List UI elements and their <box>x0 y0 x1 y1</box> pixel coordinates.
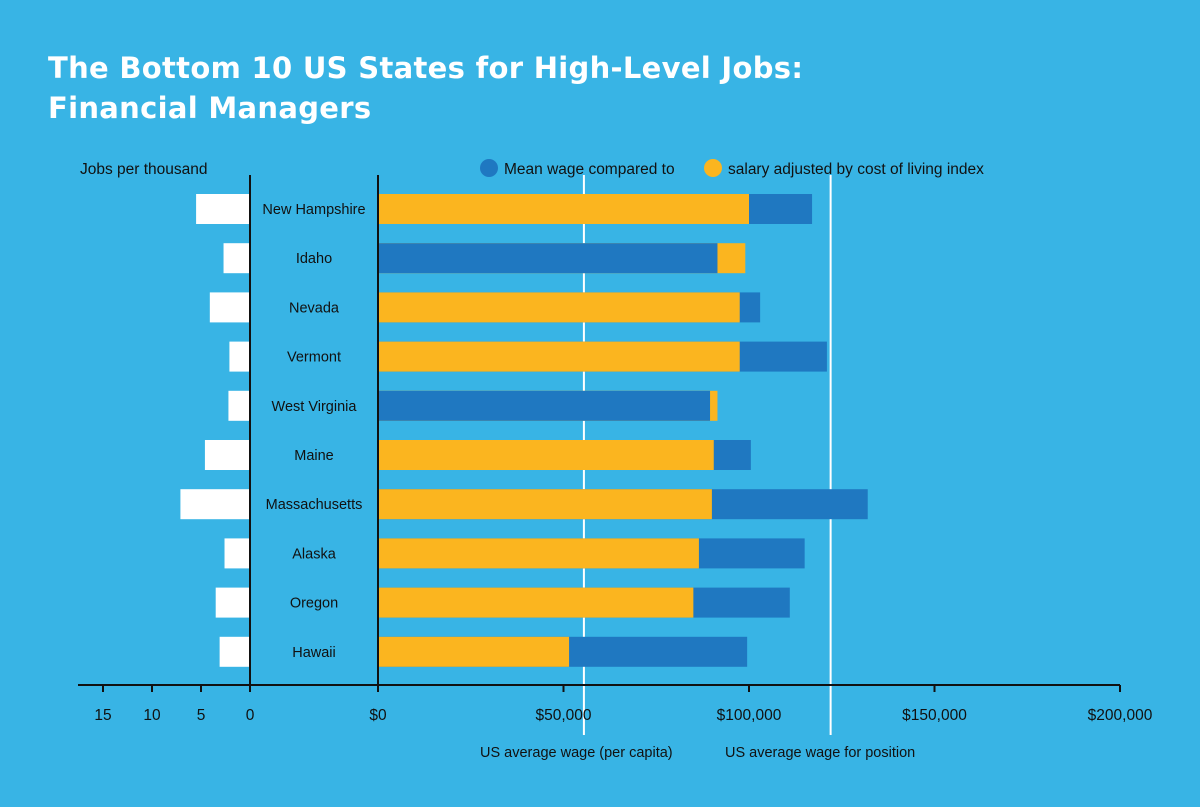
category-label-8: Oregon <box>290 596 338 612</box>
chart-title-line-1: The Bottom 10 US States for High-Level J… <box>48 51 804 85</box>
reference-line-label-1: US average wage for position <box>725 745 915 761</box>
wage-tick-label-0: $0 <box>369 707 387 724</box>
bar-jobs-4 <box>228 390 250 421</box>
bar-adjusted-salary-5 <box>378 440 714 470</box>
category-label-5: Maine <box>294 448 334 464</box>
bar-jobs-7 <box>224 538 250 569</box>
wage-tick-label-3: $150,000 <box>902 707 967 724</box>
jobs-tick-label-3: 0 <box>246 707 255 724</box>
wage-tick-label-2: $100,000 <box>717 707 782 724</box>
chart-title-line-2: Financial Managers <box>48 91 372 125</box>
jobs-tick-label-0: 15 <box>94 707 111 724</box>
wage-tick-label-4: $200,000 <box>1088 707 1153 724</box>
bar-jobs-3 <box>229 341 250 372</box>
chart-title: The Bottom 10 US States for High-Level J… <box>48 48 803 128</box>
jobs-tick-label-1: 10 <box>143 707 161 724</box>
category-labels: New Hampshire Idaho Nevada Vermont West Virg… <box>262 202 365 661</box>
jobs-tick-label-2: 5 <box>197 707 206 724</box>
category-label-7: Alaska <box>292 546 336 562</box>
legend-mean-wage-label: Mean wage compared to <box>504 161 675 178</box>
category-label-3: Vermont <box>287 350 341 366</box>
bar-jobs-0 <box>196 194 250 224</box>
legend-mean-wage-swatch <box>480 159 498 177</box>
legend: Jobs per thousand Mean wage compared to … <box>80 159 984 178</box>
category-label-2: Nevada <box>289 300 340 316</box>
bar-jobs-8 <box>215 587 250 618</box>
axes-layer <box>78 175 1120 686</box>
bar-jobs-2 <box>209 292 250 323</box>
bar-adjusted-salary-8 <box>378 587 694 618</box>
ticks-layer: US average wage (per capita) US average w… <box>94 685 1153 761</box>
bar-adjusted-salary-0 <box>378 194 749 224</box>
bar-jobs-6 <box>180 489 250 520</box>
bar-adjusted-salary-3 <box>378 341 740 372</box>
bar-adjusted-salary-7 <box>378 538 699 569</box>
wage-tick-label-1: $50,000 <box>535 707 591 724</box>
bars-layer <box>180 194 868 667</box>
bar-jobs-1 <box>223 243 250 274</box>
bar-jobs-9 <box>219 636 250 667</box>
jobs-per-thousand-label: Jobs per thousand <box>80 161 208 178</box>
category-label-9: Hawaii <box>292 645 336 661</box>
bar-adjusted-salary-2 <box>378 292 740 323</box>
reference-line-label-0: US average wage (per capita) <box>480 745 673 761</box>
category-label-4: West Virginia <box>272 399 358 415</box>
category-label-1: Idaho <box>296 251 332 267</box>
bar-adjusted-salary-6 <box>378 489 712 520</box>
bar-mean-wage-1 <box>378 243 718 274</box>
category-label-0: New Hampshire <box>262 202 365 218</box>
category-label-6: Massachusetts <box>266 497 363 513</box>
legend-adjusted-salary-swatch <box>704 159 722 177</box>
bar-mean-wage-4 <box>378 390 711 421</box>
bar-adjusted-salary-9 <box>378 636 570 667</box>
bar-jobs-5 <box>204 440 250 470</box>
legend-adjusted-salary-label: salary adjusted by cost of living index <box>728 161 984 178</box>
